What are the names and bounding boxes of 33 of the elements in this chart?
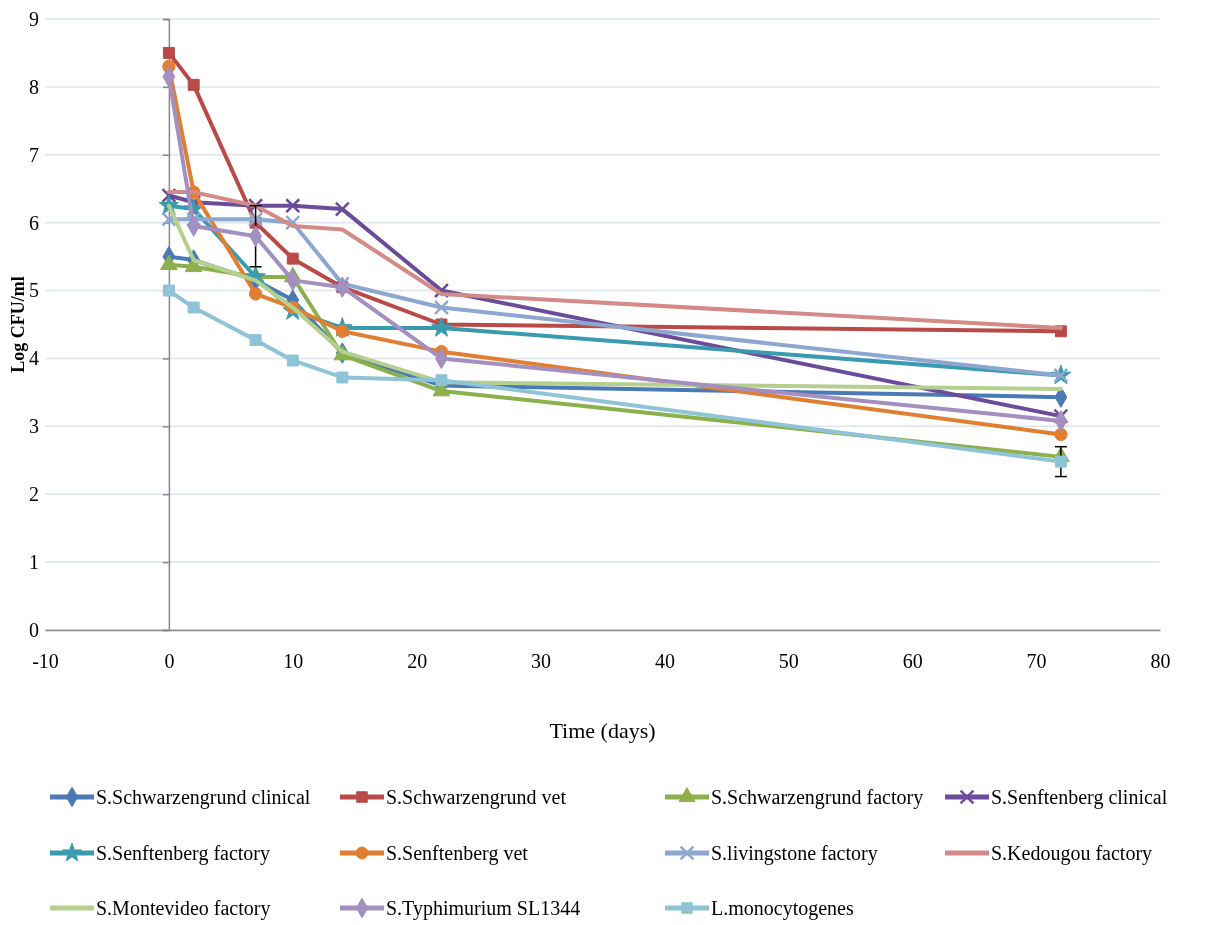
legend-label: S.Kedougou factory xyxy=(991,842,1153,865)
y-tick-label: 3 xyxy=(29,415,39,438)
legend-label: L.monocytogenes xyxy=(711,897,854,920)
y-tick-label: 0 xyxy=(29,618,39,641)
y-axis-title: Log CFU/ml xyxy=(8,276,28,373)
y-tick-label: 4 xyxy=(29,347,39,370)
legend-label: S.Senftenberg factory xyxy=(96,842,271,865)
y-tick-label: 2 xyxy=(29,483,39,506)
x-tick-label: 60 xyxy=(902,650,923,673)
x-tick-label: 0 xyxy=(164,650,175,673)
legend-label: S.Schwarzengrund factory xyxy=(711,786,924,809)
x-axis-title: Time (days) xyxy=(549,718,656,743)
x-tick-label: 80 xyxy=(1150,650,1171,673)
legend-label: S.livingstone factory xyxy=(711,842,878,865)
x-tick-label: 30 xyxy=(531,650,552,673)
y-tick-label: 6 xyxy=(29,211,39,234)
legend-label: S.Senftenberg vet xyxy=(386,842,529,865)
x-tick-label: 10 xyxy=(283,650,304,673)
x-tick-label: -10 xyxy=(32,650,59,673)
y-tick-label: 8 xyxy=(29,75,39,98)
y-tick-label: 1 xyxy=(29,551,39,574)
legend-label: S.Senftenberg clinical xyxy=(991,786,1168,809)
legend-label: S.Schwarzengrund vet xyxy=(386,786,567,809)
y-tick-label: 7 xyxy=(29,143,39,166)
x-tick-label: 50 xyxy=(778,650,799,673)
y-tick-label: 5 xyxy=(29,279,39,302)
legend-label: S.Schwarzengrund clinical xyxy=(96,786,311,809)
x-tick-label: 40 xyxy=(654,650,675,673)
x-tick-label: 70 xyxy=(1026,650,1047,673)
legend-label: S.Typhimurium SL1344 xyxy=(386,897,581,920)
y-tick-label: 9 xyxy=(29,7,39,30)
legend-label: S.Montevideo factory xyxy=(96,897,271,920)
x-tick-label: 20 xyxy=(407,650,428,673)
